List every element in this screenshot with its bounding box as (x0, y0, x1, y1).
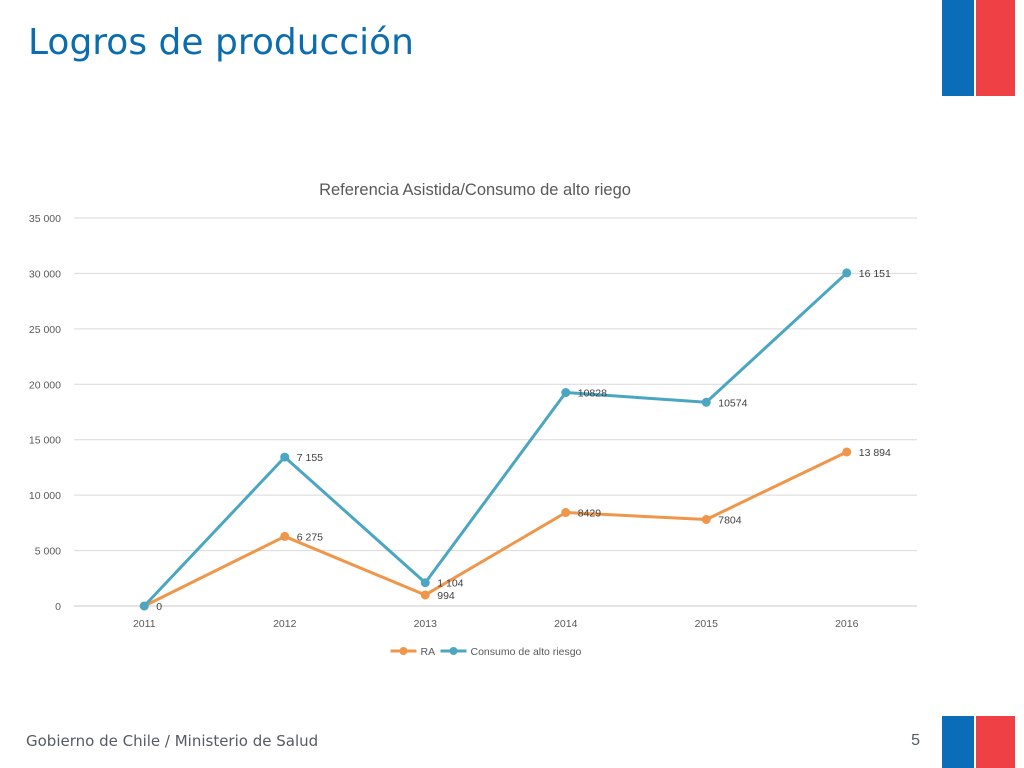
x-tick-label: 2012 (273, 618, 297, 630)
line-chart: Referencia Asistida/Consumo de alto rieg… (29, 181, 917, 658)
data-label: 994 (437, 590, 455, 602)
data-label: 13 894 (859, 447, 891, 459)
chile-flag-stripe-top (942, 0, 1015, 96)
data-label: 1 104 (437, 578, 463, 590)
series-line-0 (142, 450, 849, 608)
data-point (701, 397, 711, 407)
data-point (280, 452, 290, 462)
data-label: 10574 (718, 397, 747, 409)
data-point (842, 447, 852, 457)
data-label: 16 151 (859, 268, 891, 280)
data-point (561, 388, 571, 398)
chart-title: Referencia Asistida/Consumo de alto rieg… (319, 181, 631, 199)
legend-marker (399, 647, 408, 655)
y-tick-label: 20 000 (29, 379, 61, 391)
data-point (280, 531, 290, 541)
x-tick-label: 2014 (554, 618, 578, 630)
x-tick-label: 2016 (835, 618, 859, 630)
data-point (420, 578, 430, 588)
page-number: 5 (911, 732, 920, 749)
data-label: 7804 (718, 514, 742, 526)
legend-label: RA (421, 646, 436, 658)
y-tick-label: 10 000 (29, 490, 61, 502)
legend-marker (449, 647, 458, 655)
data-label: 6 275 (297, 531, 323, 543)
chile-flag-stripe-bottom (942, 716, 1015, 768)
data-label: 7 155 (297, 452, 323, 464)
y-tick-label: 25 000 (29, 324, 61, 336)
slide-title: Logros de producción (28, 22, 414, 63)
data-label: 10828 (578, 388, 607, 400)
y-tick-label: 30 000 (29, 268, 61, 280)
data-point (139, 601, 149, 611)
legend-label: Consumo de alto riesgo (471, 646, 582, 658)
data-label: 8429 (578, 508, 602, 520)
x-tick-label: 2011 (133, 618, 156, 630)
y-tick-label: 35 000 (29, 213, 61, 225)
data-point (842, 268, 852, 278)
y-tick-label: 15 000 (29, 435, 61, 447)
footer-text: Gobierno de Chile / Ministerio de Salud (26, 732, 319, 750)
x-tick-label: 2015 (695, 618, 719, 630)
data-point (420, 590, 430, 600)
series-line-1 (142, 271, 849, 608)
data-point (561, 508, 571, 518)
data-point (701, 514, 711, 524)
data-label: 0 (156, 601, 162, 613)
y-tick-label: 5 000 (35, 546, 61, 558)
y-tick-label: 0 (55, 601, 61, 613)
x-tick-label: 2013 (414, 618, 438, 630)
